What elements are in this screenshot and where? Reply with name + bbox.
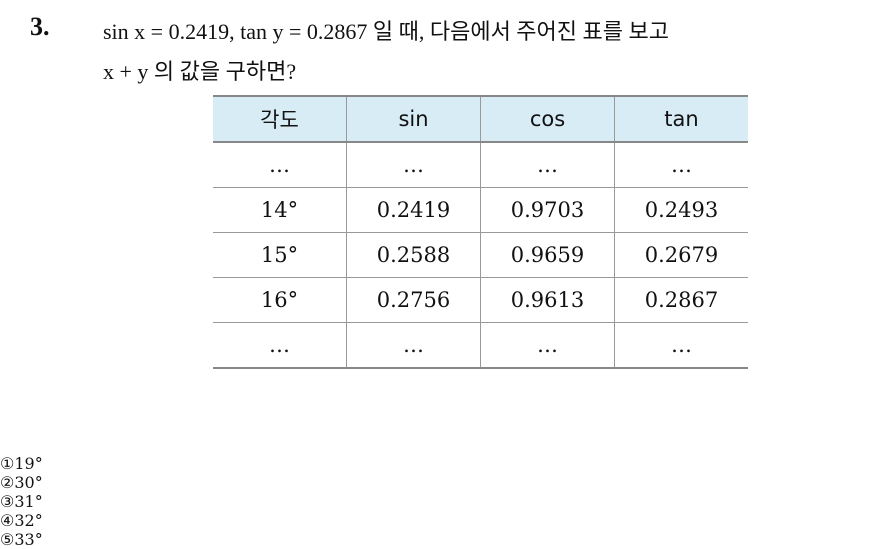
choice-marker: ④ [0, 511, 15, 530]
table-cell: 0.2588 [346, 232, 481, 278]
question-text: x + y 의 값을 구하면? [103, 59, 297, 84]
table-cell: 0.9659 [480, 232, 615, 278]
choice-marker: ⑤ [0, 530, 15, 549]
choice: ①19° [0, 454, 884, 473]
table-cell: 0.9703 [480, 187, 615, 233]
table-cell: … [480, 322, 615, 369]
table-row: 16° 0.2756 0.9613 0.2867 [213, 277, 748, 323]
table-cell: 0.2867 [614, 277, 748, 323]
table-cell: … [346, 322, 481, 369]
question-number: 3. [30, 12, 50, 41]
table-row: ………… [213, 142, 748, 188]
choice-marker: ① [0, 454, 15, 473]
table-row: 14° 0.2419 0.9703 0.2493 [213, 187, 748, 233]
question-text: sin x = 0.2419, tan y = 0.2867 일 때, 다음에서… [103, 19, 669, 44]
choice-marker: ③ [0, 492, 15, 511]
table-body: ………… 14° 0.2419 0.9703 0.2493 15° 0.2588 0.9659… [213, 142, 748, 369]
table-cell: … [480, 142, 615, 188]
table-row: ………… [213, 322, 748, 369]
value-table: 각도 sin cos tan ………… 14° 0.2419 0.9703 0.2493 15°… [213, 95, 748, 369]
header-cell: tan [614, 95, 748, 143]
choice-text: 32° [14, 511, 43, 530]
table-cell: … [614, 322, 748, 369]
page: {"question": {"number": "3.", "line1": "… [0, 12, 884, 549]
table-cell: 16° [213, 277, 347, 323]
choice-text: 19° [14, 454, 43, 473]
table-cell: … [213, 322, 347, 369]
table-cell: … [346, 142, 481, 188]
table-cell: 0.9613 [480, 277, 615, 323]
table-cell: … [213, 142, 347, 188]
table-cell: 0.2756 [346, 277, 481, 323]
table-cell: 0.2419 [346, 187, 481, 233]
header-cell: sin [346, 95, 481, 143]
choices: ①19° ②30° ③31° ④32° ⑤33° [0, 454, 884, 549]
header-cell: 각도 [213, 95, 347, 143]
table-cell: 0.2493 [614, 187, 748, 233]
choice-text: 31° [14, 492, 43, 511]
choice: ③31° [0, 492, 884, 511]
table-cell: 14° [213, 187, 347, 233]
header-cell: cos [480, 95, 615, 143]
table-row: 15° 0.2588 0.9659 0.2679 [213, 232, 748, 278]
table-cell: … [614, 142, 748, 188]
table-header: 각도 sin cos tan [213, 95, 748, 143]
choice-text: 33° [14, 530, 43, 549]
choice: ④32° [0, 511, 884, 530]
table-cell: 15° [213, 232, 347, 278]
choice: ⑤33° [0, 530, 884, 549]
table-cell: 0.2679 [614, 232, 748, 278]
